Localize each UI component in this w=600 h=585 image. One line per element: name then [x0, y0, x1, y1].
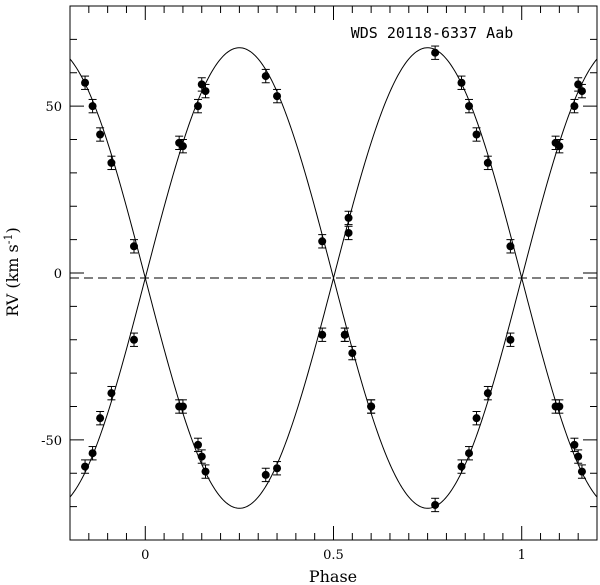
secondary-rv-point: [367, 402, 376, 411]
plot-frame: [69, 5, 598, 541]
y-axis-label-main: RV (km s: [3, 244, 22, 317]
y-tick-label: 50: [45, 100, 62, 115]
secondary-rv-point: [261, 470, 270, 479]
primary-rv-point: [81, 78, 90, 87]
primary-rv-point: [483, 158, 492, 167]
primary-rv-point: [465, 102, 474, 111]
primary-rv-point: [457, 78, 466, 87]
chart-title: WDS 20118-6337 Aab: [351, 24, 514, 42]
tick-labels: 0 0.5 1 -50 0 50: [41, 100, 526, 563]
y-axis-label: RV (km s-1): [2, 227, 22, 317]
y-axis-label-exponent: -1: [2, 234, 15, 245]
primary-rv-point: [555, 142, 564, 151]
primary-rv-point: [88, 102, 97, 111]
primary-rv-point: [107, 158, 116, 167]
secondary-rv-point: [555, 402, 564, 411]
x-axis-label: Phase: [309, 567, 357, 585]
secondary-rv-point: [483, 389, 492, 398]
secondary-rv-point: [318, 330, 327, 339]
secondary-rv-point: [457, 462, 466, 471]
y-tick-label: -50: [41, 434, 62, 449]
primary-rv-point: [570, 102, 579, 111]
secondary-rv-point: [472, 414, 481, 423]
secondary-orbit-curve: [69, 47, 598, 509]
secondary-rv-point: [570, 440, 579, 449]
x-tick-label: 0.5: [323, 548, 344, 563]
primary-rv-point: [344, 228, 353, 237]
primary-rv-point: [261, 72, 270, 81]
primary-rv-point: [129, 242, 138, 251]
secondary-rv-point: [96, 414, 105, 423]
x-tick-label: 1: [518, 548, 526, 563]
secondary-rv-point: [574, 452, 583, 461]
primary-rv-point: [193, 102, 202, 111]
primary-rv-point: [273, 92, 282, 101]
secondary-rv-point: [273, 464, 282, 473]
secondary-rv-point: [178, 402, 187, 411]
primary-rv-point: [96, 130, 105, 139]
secondary-rv-point: [348, 349, 357, 358]
primary-rv-point: [344, 213, 353, 222]
primary-rv-point: [318, 237, 327, 246]
orbit-curves: [69, 47, 598, 509]
y-tick-label: 0: [54, 267, 62, 282]
primary-rv-point: [201, 87, 210, 96]
primary-rv-point: [472, 130, 481, 139]
primary-rv-point: [178, 142, 187, 151]
secondary-rv-point: [201, 467, 210, 476]
secondary-rv-point: [431, 500, 440, 509]
secondary-rv-point: [340, 330, 349, 339]
secondary-rv-point: [81, 462, 90, 471]
secondary-rv-point: [107, 389, 116, 398]
primary-rv-point: [506, 242, 515, 251]
y-axis-label-close: ): [3, 227, 22, 233]
secondary-rv-point: [193, 440, 202, 449]
axis-ticks: [69, 5, 598, 541]
data-points: [81, 45, 586, 513]
secondary-rv-point: [88, 449, 97, 458]
secondary-rv-point: [129, 335, 138, 344]
secondary-rv-point: [577, 467, 586, 476]
primary-rv-point: [431, 48, 440, 57]
secondary-rv-point: [465, 449, 474, 458]
secondary-rv-point: [506, 335, 515, 344]
secondary-rv-point: [197, 452, 206, 461]
x-tick-label: 0: [141, 548, 149, 563]
primary-rv-point: [577, 87, 586, 96]
